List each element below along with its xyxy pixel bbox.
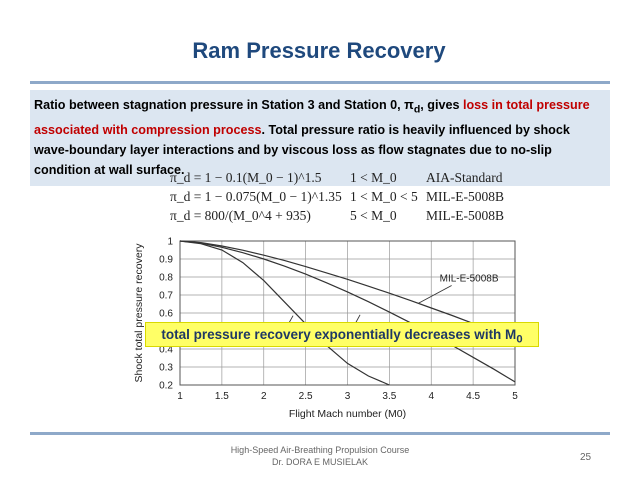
formula-standard: AIA-Standard	[426, 170, 503, 185]
y-tick-label: 0.3	[159, 363, 173, 374]
formula-standard: MIL-E-5008B	[426, 208, 504, 223]
series-line	[179, 240, 390, 386]
description-subscript: d	[413, 103, 421, 116]
callout-box: total pressure recovery exponentially de…	[145, 322, 539, 347]
description-highlight: loss in total pressure associated with c…	[34, 98, 590, 137]
formula-standard: MIL-E-5008B	[426, 189, 504, 204]
pressure-recovery-chart: 11.522.533.544.550.20.30.40.50.60.70.80.…	[133, 237, 518, 421]
y-tick-label: 0.2	[159, 381, 173, 392]
x-tick-label: 4.5	[466, 391, 480, 402]
annotation-pointer	[418, 285, 452, 304]
x-tick-label: 4	[428, 391, 434, 402]
formula-block: π_d = 1 − 0.1(M_0 − 1)^1.5 1 < M_0 AIA-Sta…	[170, 168, 530, 225]
y-tick-label: 0.7	[159, 291, 173, 302]
formula-equation: π_d = 800/(M_0^4 + 935)	[170, 208, 311, 223]
x-tick-label: 3.5	[382, 391, 396, 402]
plot-frame	[179, 240, 516, 386]
annotation-label: MIL-E-5008B	[440, 274, 499, 285]
formula-range: 1 < M_0	[350, 170, 397, 185]
x-tick-label: 2.5	[299, 391, 313, 402]
formula-equation: π_d = 1 − 0.1(M_0 − 1)^1.5	[170, 170, 322, 185]
x-tick-label: 1.5	[215, 391, 229, 402]
y-tick-label: 0.4	[159, 345, 173, 356]
description-text-3: . Total pressure ratio is heavily influe…	[34, 122, 570, 177]
bottom-divider	[30, 432, 610, 435]
formula-row: π_d = 1 − 0.1(M_0 − 1)^1.5 1 < M_0 AIA-Sta…	[170, 168, 530, 187]
x-tick-label: 5	[512, 391, 518, 402]
x-tick-label: 3	[345, 391, 351, 402]
x-axis-label: Flight Mach number (M0)	[289, 408, 406, 420]
formula-range: 5 < M_0	[350, 208, 397, 223]
y-tick-label: 0.8	[159, 273, 173, 284]
footer: High-Speed Air-Breathing Propulsion Cour…	[200, 444, 440, 468]
callout-subscript: 0	[516, 333, 523, 346]
formula-equation: π_d = 1 − 0.075(M_0 − 1)^1.35	[170, 189, 342, 204]
footer-course: High-Speed Air-Breathing Propulsion Cour…	[230, 445, 410, 455]
series-line	[179, 240, 516, 341]
footer-author: Dr. DORA E MUSIELAK	[271, 457, 369, 467]
x-tick-label: 2	[261, 391, 267, 402]
y-tick-label: 0.6	[159, 309, 173, 320]
page-number: 25	[580, 452, 592, 463]
formula-range: 1 < M_0 < 5	[350, 189, 418, 204]
description-box: Ratio between stagnation pressure in Sta…	[30, 90, 610, 186]
description-text-1: Ratio between stagnation pressure in Sta…	[34, 98, 414, 112]
y-tick-label: 0.9	[159, 255, 173, 266]
y-axis-label: Shock total pressure recovery	[133, 243, 145, 383]
series-line	[179, 240, 516, 383]
top-divider	[30, 81, 610, 84]
formula-row: π_d = 1 − 0.075(M_0 − 1)^1.35 1 < M_0 < 5…	[170, 187, 530, 206]
slide-title: Ram Pressure Recovery	[192, 38, 446, 63]
formula-row: π_d = 800/(M_0^4 + 935) 5 < M_0 MIL-E-5008…	[170, 206, 530, 225]
description-text-2: , gives	[420, 98, 463, 112]
x-tick-label: 1	[177, 391, 183, 402]
y-tick-label: 1	[167, 237, 173, 248]
callout-text: total pressure recovery exponentially de…	[161, 327, 517, 342]
